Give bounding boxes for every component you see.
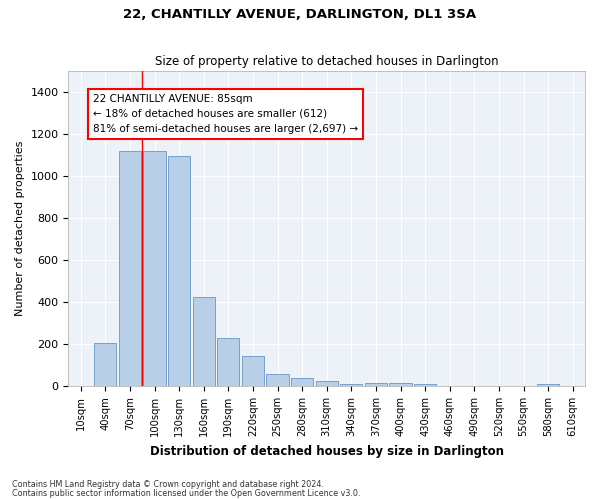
Text: Contains public sector information licensed under the Open Government Licence v3: Contains public sector information licen…: [12, 488, 361, 498]
Bar: [217, 338, 239, 386]
Bar: [193, 297, 215, 386]
Text: 22, CHANTILLY AVENUE, DARLINGTON, DL1 3SA: 22, CHANTILLY AVENUE, DARLINGTON, DL1 3S…: [124, 8, 476, 20]
Bar: [143, 151, 166, 386]
Bar: [365, 384, 387, 386]
Bar: [340, 384, 362, 386]
Bar: [389, 383, 412, 386]
Bar: [168, 156, 190, 386]
Text: Contains HM Land Registry data © Crown copyright and database right 2024.: Contains HM Land Registry data © Crown c…: [12, 480, 324, 489]
Bar: [537, 384, 559, 386]
Bar: [266, 374, 289, 386]
Bar: [242, 356, 264, 386]
Bar: [316, 381, 338, 386]
Bar: [119, 151, 141, 386]
Title: Size of property relative to detached houses in Darlington: Size of property relative to detached ho…: [155, 56, 499, 68]
Bar: [291, 378, 313, 386]
X-axis label: Distribution of detached houses by size in Darlington: Distribution of detached houses by size …: [150, 444, 504, 458]
Text: 22 CHANTILLY AVENUE: 85sqm
← 18% of detached houses are smaller (612)
81% of sem: 22 CHANTILLY AVENUE: 85sqm ← 18% of deta…: [93, 94, 358, 134]
Y-axis label: Number of detached properties: Number of detached properties: [15, 141, 25, 316]
Bar: [414, 384, 436, 386]
Bar: [94, 342, 116, 386]
